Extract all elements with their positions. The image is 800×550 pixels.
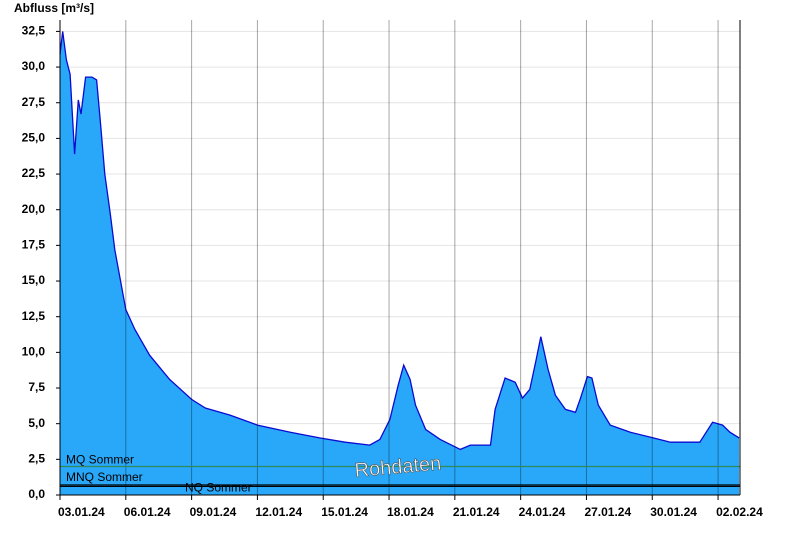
reference-label: NQ Sommer bbox=[185, 481, 252, 495]
line bbox=[59, 31, 740, 451]
y-tick-label: 0,0 bbox=[28, 487, 45, 501]
x-tick-label: 12.01.24 bbox=[255, 505, 302, 519]
x-tick-label: 18.01.24 bbox=[387, 505, 434, 519]
y-tick-label: 30,0 bbox=[22, 59, 46, 73]
y-tick-label: 10,0 bbox=[22, 345, 46, 359]
y-tick-label: 27,5 bbox=[22, 95, 46, 109]
x-tick-label: 06.01.24 bbox=[124, 505, 171, 519]
y-tick-label: 2,5 bbox=[28, 452, 45, 466]
x-tick-label: 09.01.24 bbox=[190, 505, 237, 519]
y-tick-label: 20,0 bbox=[22, 202, 46, 216]
y-tick-label: 5,0 bbox=[28, 416, 45, 430]
y-axis-label: Abfluss [m³/s] bbox=[14, 1, 94, 15]
x-tick-label: 24.01.24 bbox=[519, 505, 566, 519]
y-tick-label: 7,5 bbox=[28, 380, 45, 394]
x-tick-label: 03.01.24 bbox=[58, 505, 105, 519]
y-tick-label: 25,0 bbox=[22, 131, 46, 145]
area bbox=[60, 31, 740, 496]
x-tick-label: 15.01.24 bbox=[321, 505, 368, 519]
y-tick-label: 17,5 bbox=[22, 238, 46, 252]
x-tick-label: 02.02.24 bbox=[716, 505, 763, 519]
y-tick-label: 15,0 bbox=[22, 273, 46, 287]
y-tick-label: 12,5 bbox=[22, 309, 46, 323]
x-tick-label: 21.01.24 bbox=[453, 505, 500, 519]
x-tick-label: 27.01.24 bbox=[584, 505, 631, 519]
reference-label: MQ Sommer bbox=[66, 453, 134, 467]
reference-label: MNQ Sommer bbox=[66, 470, 143, 484]
y-tick-label: 22,5 bbox=[22, 166, 46, 180]
y-tick-label: 32,5 bbox=[22, 24, 46, 38]
x-tick-label: 30.01.24 bbox=[650, 505, 697, 519]
